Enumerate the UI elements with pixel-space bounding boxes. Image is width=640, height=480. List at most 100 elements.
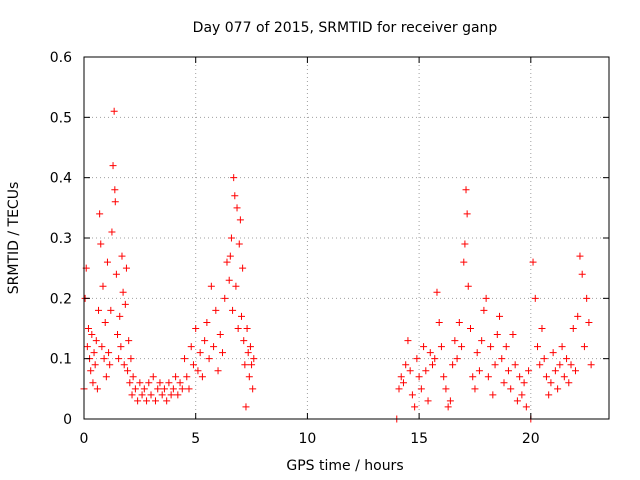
y-axis-label: SRMTID / TECUs — [6, 182, 22, 295]
data-point — [83, 343, 91, 351]
data-point — [118, 252, 126, 260]
data-point — [446, 397, 454, 405]
data-point — [422, 367, 430, 375]
data-point — [210, 343, 218, 351]
data-point — [214, 367, 222, 375]
data-point — [440, 373, 448, 381]
data-point — [399, 379, 407, 387]
data-point — [563, 355, 571, 363]
data-point — [103, 258, 111, 266]
x-axis-label: GPS time / hours — [286, 458, 403, 474]
data-point — [406, 367, 414, 375]
y-tick-label: 0.5 — [50, 110, 72, 126]
data-point — [99, 282, 107, 290]
data-point — [160, 385, 168, 393]
data-point — [131, 385, 139, 393]
data-point — [110, 107, 118, 115]
y-tick-label: 0.2 — [50, 291, 72, 307]
x-tick-label: 10 — [298, 431, 316, 447]
data-point — [122, 264, 130, 272]
data-point — [138, 391, 146, 399]
data-point — [480, 306, 488, 314]
data-point — [462, 186, 470, 194]
data-point — [580, 343, 588, 351]
data-point — [576, 252, 584, 260]
data-point — [196, 349, 204, 357]
data-point — [545, 391, 553, 399]
data-point — [172, 373, 180, 381]
data-point — [469, 373, 477, 381]
data-point — [242, 403, 250, 411]
data-point — [116, 312, 124, 320]
y-tick-label: 0.3 — [50, 231, 72, 247]
data-point — [513, 397, 521, 405]
data-point — [487, 343, 495, 351]
data-point — [120, 361, 128, 369]
data-point — [484, 373, 492, 381]
data-point — [498, 355, 506, 363]
data-point — [163, 397, 171, 405]
data-point — [417, 385, 425, 393]
data-point — [520, 379, 528, 387]
grid-layer — [84, 57, 609, 419]
data-point — [426, 349, 434, 357]
data-point — [128, 391, 136, 399]
data-point — [507, 385, 515, 393]
points-layer — [80, 107, 595, 423]
data-point — [111, 186, 119, 194]
data-point — [554, 385, 562, 393]
data-point — [547, 379, 555, 387]
data-point — [536, 361, 544, 369]
data-point — [461, 240, 469, 248]
data-point — [212, 306, 220, 314]
data-point — [435, 318, 443, 326]
data-point — [235, 240, 243, 248]
data-point — [529, 258, 537, 266]
data-point — [230, 174, 238, 182]
data-point — [225, 276, 233, 284]
data-point — [102, 373, 110, 381]
data-point — [93, 385, 101, 393]
data-point — [516, 373, 524, 381]
data-point — [96, 210, 104, 218]
data-point — [574, 312, 582, 320]
data-point — [404, 337, 412, 345]
data-point — [583, 294, 591, 302]
data-point — [442, 385, 450, 393]
data-point — [433, 288, 441, 296]
data-point — [558, 343, 566, 351]
data-point — [129, 373, 137, 381]
data-point — [174, 391, 182, 399]
data-point — [231, 192, 239, 200]
data-point — [241, 361, 249, 369]
data-point — [158, 391, 166, 399]
data-point — [585, 318, 593, 326]
data-point — [125, 337, 133, 345]
data-point — [534, 343, 542, 351]
data-point — [234, 325, 242, 332]
y-tick-label: 0 — [63, 412, 72, 428]
data-point — [578, 270, 586, 278]
data-point — [522, 403, 530, 411]
plot-frame — [83, 56, 610, 420]
data-point — [542, 373, 550, 381]
data-point — [111, 198, 119, 206]
data-point — [491, 361, 499, 369]
data-point — [169, 385, 177, 393]
data-point — [240, 337, 248, 345]
data-point — [178, 385, 186, 393]
x-tick-label: 15 — [410, 431, 428, 447]
data-point — [183, 373, 191, 381]
data-point — [136, 379, 144, 387]
data-point — [205, 355, 213, 363]
x-tick-label: 20 — [522, 431, 540, 447]
data-point — [198, 373, 206, 381]
data-point — [395, 385, 403, 393]
data-point — [194, 367, 202, 375]
data-point — [88, 331, 96, 339]
data-point — [249, 385, 257, 393]
data-point — [473, 349, 481, 357]
data-point — [143, 397, 151, 405]
data-point — [100, 355, 108, 363]
data-point — [411, 403, 419, 411]
